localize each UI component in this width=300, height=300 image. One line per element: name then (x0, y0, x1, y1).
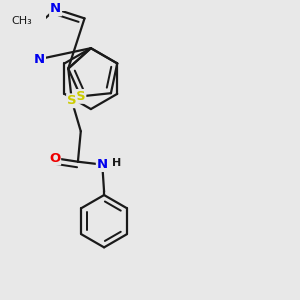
Text: N: N (50, 2, 61, 16)
Text: S: S (76, 90, 86, 103)
Text: H: H (112, 158, 122, 168)
Text: CH₃: CH₃ (11, 16, 32, 26)
Text: O: O (49, 152, 60, 165)
Text: N: N (97, 158, 108, 171)
Text: N: N (34, 52, 45, 66)
Text: S: S (67, 94, 76, 107)
